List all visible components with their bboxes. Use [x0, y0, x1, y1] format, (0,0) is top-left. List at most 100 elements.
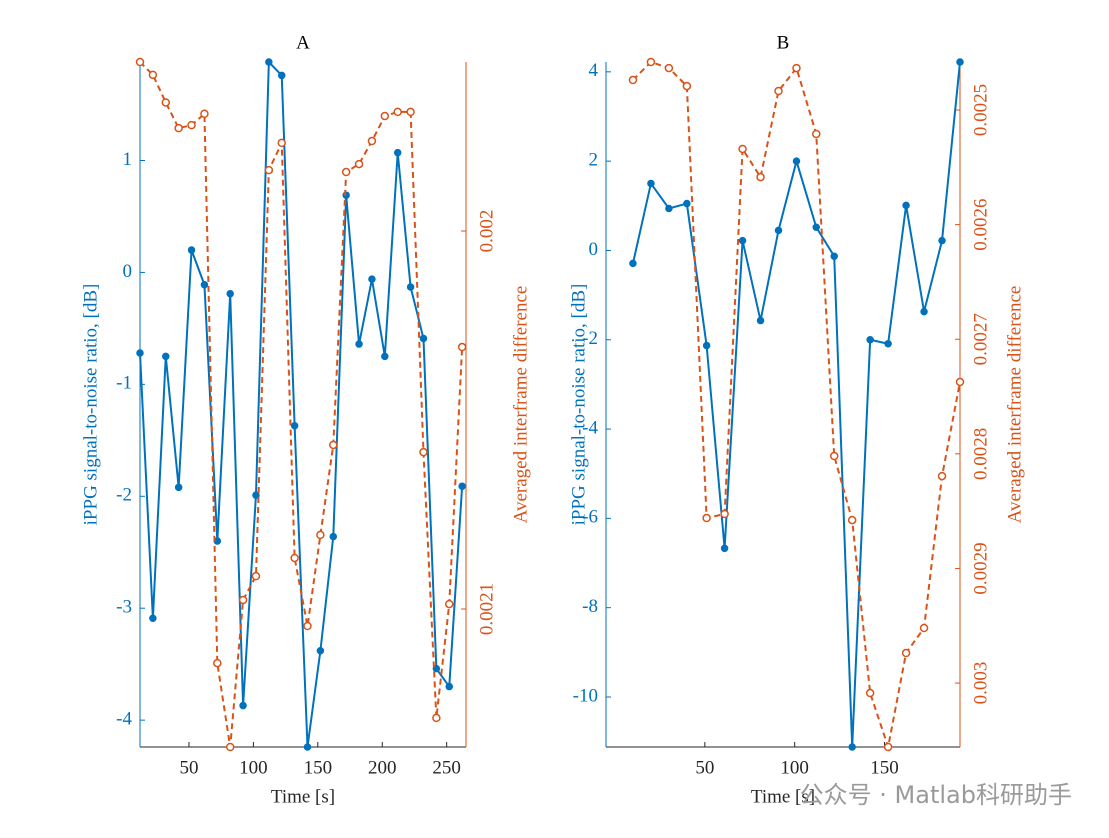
point: [457, 342, 467, 352]
point: [251, 571, 261, 581]
point: [682, 81, 692, 91]
point: [792, 157, 801, 165]
point: [738, 144, 747, 154]
y2-tick-label: 0.0026: [970, 199, 991, 251]
x-tick-label: 50: [695, 757, 714, 778]
point: [277, 71, 286, 80]
point: [665, 204, 673, 213]
point: [393, 148, 402, 157]
point: [702, 513, 711, 523]
point: [200, 280, 209, 289]
point: [135, 57, 145, 67]
point: [720, 509, 729, 519]
y-axis-label: iPPG signal-to-noise ratio, [dB]: [568, 284, 589, 526]
point: [406, 107, 415, 117]
y2-tick-label: 0.002: [476, 210, 497, 253]
point: [264, 165, 274, 175]
point: [329, 440, 338, 450]
point: [368, 275, 376, 283]
point: [355, 340, 363, 348]
y-tick-label: 1: [123, 149, 133, 170]
point: [252, 491, 260, 499]
y2-axis-label: Averaged interframe difference: [1004, 286, 1025, 524]
x-tick-label: 100: [239, 757, 268, 778]
x-tick-label: 200: [368, 757, 397, 778]
y-tick-label: -1: [116, 373, 132, 394]
point: [432, 713, 441, 723]
x-axis-label: Time [s]: [271, 786, 335, 807]
point: [162, 352, 170, 361]
y2-tick-label: 0.0028: [970, 428, 991, 480]
point: [792, 63, 801, 73]
point: [174, 483, 183, 492]
watermark: 公众号 · Matlab科研助手: [800, 781, 1072, 809]
point: [290, 422, 299, 430]
y2-tick-label: 0.0027: [970, 313, 991, 365]
point: [647, 179, 655, 188]
point: [829, 451, 839, 461]
point: [702, 341, 711, 350]
point: [226, 289, 234, 298]
y-axis-label: iPPG signal-to-noise ratio, [dB]: [80, 284, 101, 526]
y2-axis-label: Averaged interframe difference: [510, 286, 531, 524]
point: [866, 336, 874, 344]
point: [811, 129, 821, 139]
point: [937, 471, 947, 481]
point: [847, 515, 857, 525]
point: [901, 648, 911, 658]
x-tick-label: 100: [780, 757, 809, 778]
point: [920, 307, 928, 316]
point: [316, 646, 325, 655]
y-tick-label: 0: [123, 261, 133, 282]
point: [239, 701, 247, 710]
point: [756, 316, 765, 325]
point: [136, 349, 144, 357]
point: [149, 614, 157, 623]
point: [277, 138, 286, 148]
chart-title: A: [296, 32, 310, 53]
point: [629, 259, 637, 268]
y-tick-label: -3: [116, 597, 132, 618]
point: [683, 199, 691, 208]
point: [865, 688, 875, 698]
point: [381, 352, 389, 361]
point: [213, 658, 222, 668]
point: [367, 136, 377, 146]
y-tick-label: -2: [582, 328, 598, 349]
point: [393, 107, 402, 117]
x-tick-label: 150: [304, 757, 333, 778]
y-tick-label: 0: [589, 239, 599, 260]
x-tick-label: 50: [179, 757, 198, 778]
point: [720, 544, 729, 553]
point: [380, 111, 390, 121]
point: [265, 58, 273, 66]
y-tick-label: -6: [582, 507, 598, 528]
point: [316, 530, 325, 540]
point: [354, 159, 364, 169]
point: [238, 595, 248, 605]
point: [174, 123, 183, 133]
x-tick-label: 150: [870, 757, 899, 778]
point: [774, 86, 783, 96]
point: [955, 377, 965, 387]
y-tick-label: -2: [116, 485, 132, 506]
point: [628, 75, 638, 85]
y-tick-label: -10: [573, 685, 598, 706]
point: [148, 70, 158, 80]
point: [919, 623, 929, 633]
y-tick-label: 2: [589, 149, 599, 170]
x-tick-label: 250: [432, 757, 461, 778]
point: [883, 742, 893, 752]
point: [187, 120, 196, 130]
point: [225, 742, 235, 752]
point: [406, 283, 415, 291]
point: [664, 63, 674, 73]
point: [458, 482, 466, 490]
point: [445, 682, 453, 691]
point: [419, 334, 428, 343]
point: [884, 340, 892, 348]
point: [938, 236, 946, 245]
series-line: [139, 59, 464, 748]
point: [956, 58, 964, 66]
